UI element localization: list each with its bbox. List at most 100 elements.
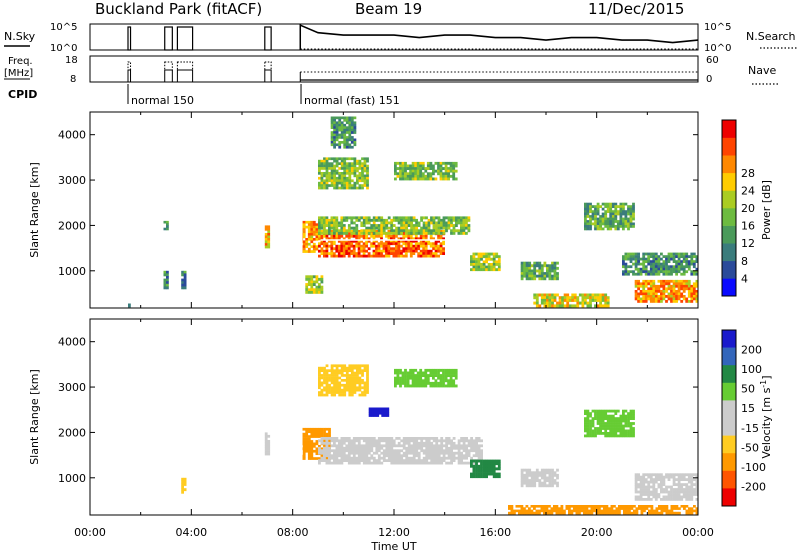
power-cell — [353, 181, 357, 185]
power-cell — [644, 252, 648, 256]
power-cell — [495, 260, 499, 264]
power-cell — [365, 216, 369, 220]
power-cell — [416, 164, 420, 168]
velocity-cell — [632, 422, 635, 425]
velocity-cell — [425, 456, 429, 460]
velocity-cell — [665, 475, 668, 479]
power-cell — [584, 217, 587, 221]
power-cell — [584, 207, 587, 211]
velocity-cell — [427, 441, 431, 445]
power-cell — [573, 298, 577, 302]
velocity-cell — [353, 376, 357, 380]
power-cell — [310, 290, 314, 294]
velocity-cell — [685, 473, 689, 477]
velocity-cell — [430, 444, 434, 448]
power-cell — [360, 231, 364, 235]
power-cell — [365, 242, 368, 246]
velocity-cell — [619, 434, 623, 438]
velocity-cell — [435, 456, 439, 460]
velocity-cell — [432, 444, 436, 448]
velocity-cell — [670, 475, 673, 479]
velocity-cell — [380, 437, 384, 440]
power-cell — [335, 176, 339, 180]
velocity-cell — [530, 481, 534, 485]
velocity-cell — [614, 429, 618, 433]
velocity-cell — [340, 439, 344, 443]
power-cell — [323, 159, 326, 163]
freq-label-line2: [MHz] — [4, 68, 33, 79]
power-cell — [385, 252, 388, 255]
velocity-cell — [624, 429, 628, 433]
velocity-cell — [594, 427, 597, 430]
velocity-cell — [606, 432, 610, 435]
velocity-cell — [307, 437, 311, 441]
velocity-cell — [472, 475, 476, 479]
velocity-cell — [647, 495, 651, 499]
power-cell — [395, 234, 398, 238]
nsky-line — [299, 24, 699, 44]
power-cell — [411, 174, 415, 178]
power-cell — [649, 262, 653, 266]
velocity-cell — [447, 379, 450, 383]
velocity-cell — [650, 505, 654, 508]
power-cell — [452, 164, 456, 168]
velocity-cell — [545, 509, 549, 513]
velocity-cell — [372, 451, 376, 455]
velocity-cell — [485, 475, 488, 479]
velocity-cell — [589, 419, 592, 423]
power-cell — [328, 174, 331, 178]
velocity-cell — [683, 507, 686, 510]
velocity-cell — [442, 449, 446, 453]
power-cell — [685, 282, 689, 286]
power-cell — [183, 276, 187, 279]
power-cell — [533, 274, 537, 278]
velocity-cell — [445, 461, 448, 465]
velocity-cell — [399, 368, 402, 372]
power-cell — [677, 297, 681, 301]
power-cell — [347, 252, 351, 255]
velocity-cell — [599, 412, 602, 415]
velocity-cell — [338, 461, 341, 465]
velocity-cell — [465, 451, 468, 455]
power-cell — [372, 244, 376, 248]
velocity-cell — [335, 446, 339, 450]
power-cell — [601, 202, 605, 206]
velocity-cell — [333, 449, 336, 453]
power-cell — [647, 257, 651, 261]
velocity-cell — [312, 442, 316, 446]
velocity-cell — [654, 493, 658, 496]
velocity-cell — [404, 371, 407, 375]
power-cell — [345, 116, 349, 120]
power-cell — [320, 181, 324, 185]
power-cell — [485, 268, 488, 272]
power-cell — [654, 267, 658, 271]
velocity-cell — [578, 509, 581, 513]
velocity-cell — [653, 509, 656, 513]
velocity-cell — [594, 409, 597, 413]
velocity-cell — [644, 498, 648, 501]
power-cell — [652, 255, 656, 258]
power-cell — [632, 202, 635, 206]
power-cell — [424, 237, 428, 241]
power-cell — [318, 226, 321, 230]
power-cell — [429, 161, 433, 165]
power-cell — [614, 217, 618, 221]
velocity-cell — [675, 511, 679, 515]
velocity-cell — [467, 461, 471, 465]
power-cell — [639, 290, 643, 293]
power-cell — [533, 264, 537, 268]
power-cell — [318, 231, 321, 235]
velocity-cell — [477, 459, 481, 463]
velocity-cell — [320, 451, 324, 455]
velocity-cell — [323, 427, 326, 431]
velocity-cell — [609, 409, 613, 413]
velocity-cell — [345, 449, 349, 453]
power-cell — [440, 221, 443, 225]
velocity-cell — [318, 459, 321, 462]
velocity-cell — [677, 493, 681, 496]
velocity-cell — [305, 437, 309, 441]
power-cell — [401, 167, 405, 170]
nsky-panel-frame — [89, 23, 699, 51]
power-cell — [417, 247, 421, 251]
